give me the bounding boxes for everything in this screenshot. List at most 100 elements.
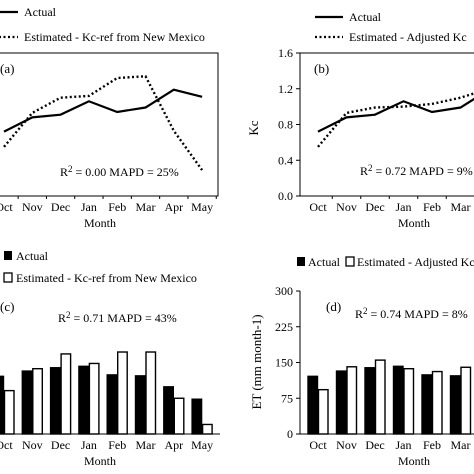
stats-annotation: R2 = 0.74 MAPD = 8% bbox=[355, 306, 468, 321]
bar-actual bbox=[134, 375, 146, 435]
panel-label: (d) bbox=[326, 299, 341, 314]
x-tick-label: Nov bbox=[336, 438, 357, 452]
legend-label: Actual bbox=[349, 10, 382, 24]
panel-a: Oct Nov Dec Jan Feb Mar Apr May Month (a) R2 = 0.0… bbox=[0, 5, 219, 230]
x-tick-label: Oct bbox=[0, 200, 13, 214]
x-tick-label: Feb bbox=[108, 200, 126, 214]
bar-estimated bbox=[60, 353, 72, 435]
x-tick-label: Nov bbox=[22, 200, 43, 214]
stats-annotation: R2 = 0.72 MAPD = 9% bbox=[360, 163, 473, 178]
bar-estimated bbox=[173, 397, 185, 435]
series-line-actual bbox=[317, 97, 474, 133]
x-tick-label: Mar bbox=[451, 438, 471, 452]
bar-actual bbox=[307, 375, 319, 435]
bar-estimated bbox=[317, 388, 329, 435]
legend-label: Actual bbox=[16, 249, 49, 263]
panel-b: 0.00.40.81.21.6KcOctNovDecJanFebMarAprMa… bbox=[246, 10, 474, 230]
legend-label: Estimated - Adjusted Kc bbox=[357, 255, 474, 269]
bar-actual bbox=[163, 386, 175, 435]
panel-label: (c) bbox=[0, 299, 14, 314]
x-tick-label: Jan bbox=[396, 200, 412, 214]
x-tick-label: Feb bbox=[423, 438, 441, 452]
x-axis-label: Month bbox=[84, 216, 116, 230]
x-tick-label: May bbox=[191, 200, 213, 214]
legend-swatch bbox=[345, 256, 355, 267]
y-axis-label: ET (mm month-1) bbox=[249, 314, 264, 409]
bar-estimated bbox=[403, 367, 415, 435]
bar-actual bbox=[0, 375, 5, 435]
x-tick-label: Oct bbox=[309, 438, 327, 452]
y-tick-label: 0.8 bbox=[278, 118, 293, 132]
stats-annotation: R2 = 0.00 MAPD = 25% bbox=[60, 164, 179, 179]
plot-frame bbox=[0, 52, 219, 197]
y-tick-label: 1.6 bbox=[278, 46, 293, 60]
x-tick-label: Feb bbox=[423, 200, 441, 214]
bar-estimated bbox=[460, 366, 472, 435]
x-tick-label: Jan bbox=[81, 438, 97, 452]
y-tick-label: 0 bbox=[287, 427, 293, 441]
bar-estimated bbox=[374, 359, 386, 435]
legend-swatch bbox=[297, 257, 305, 266]
y-tick-label: 225 bbox=[275, 320, 293, 334]
series-line-estimated bbox=[317, 92, 474, 148]
x-tick-label: Dec bbox=[365, 200, 384, 214]
bar-actual bbox=[392, 365, 404, 435]
bar-estimated bbox=[116, 351, 128, 435]
panel-d: 0 75 150 225 300 ET (mm month-1) Oct Nov Dec Jan F… bbox=[249, 255, 474, 468]
x-tick-label: Mar bbox=[136, 200, 156, 214]
bar-estimated bbox=[346, 366, 358, 435]
bar-actual bbox=[106, 374, 118, 435]
bar-actual bbox=[449, 375, 461, 435]
legend-label: Actual bbox=[308, 255, 341, 269]
y-tick-label: 0.0 bbox=[278, 189, 293, 203]
legend-swatch bbox=[4, 251, 12, 260]
x-axis-label: Month bbox=[84, 454, 116, 468]
x-tick-label: May bbox=[191, 438, 213, 452]
x-tick-label: Oct bbox=[0, 438, 13, 452]
panel-label: (b) bbox=[314, 61, 329, 76]
bar-estimated bbox=[32, 367, 43, 435]
y-axis-label: Kc bbox=[246, 120, 261, 135]
bar-actual bbox=[49, 367, 61, 435]
bar-actual bbox=[364, 367, 376, 435]
y-tick-label: 300 bbox=[275, 284, 293, 298]
y-tick-label: 75 bbox=[281, 391, 293, 405]
x-tick-label: Nov bbox=[336, 200, 357, 214]
bar-actual bbox=[191, 398, 203, 435]
bar-estimated bbox=[3, 389, 15, 435]
bar-estimated bbox=[201, 423, 213, 435]
bar-actual bbox=[78, 365, 90, 435]
x-tick-label: Mar bbox=[451, 200, 471, 214]
series-line-estimated bbox=[3, 74, 204, 171]
x-tick-label: Mar bbox=[136, 438, 156, 452]
x-tick-label: Dec bbox=[51, 200, 70, 214]
legend-label: Actual bbox=[24, 5, 57, 19]
x-tick-label: Apr bbox=[164, 200, 183, 214]
bar-actual bbox=[21, 370, 33, 435]
series-line-actual bbox=[3, 88, 203, 133]
legend-label: Estimated - Kc-ref from New Mexico bbox=[24, 30, 205, 44]
x-axis-label: Month bbox=[398, 454, 430, 468]
y-tick-label: 0.4 bbox=[278, 153, 293, 167]
y-tick-label: 1.2 bbox=[278, 82, 293, 96]
panel-c: Oct Nov Dec Jan Feb Mar Apr May Month (c) R2 = 0.7… bbox=[0, 249, 220, 468]
legend-swatch bbox=[3, 272, 13, 283]
bar-estimated bbox=[145, 351, 157, 435]
x-tick-label: Jan bbox=[81, 200, 97, 214]
bar-actual bbox=[335, 370, 347, 435]
stats-annotation: R2 = 0.71 MAPD = 43% bbox=[58, 310, 177, 325]
x-tick-label: Nov bbox=[22, 438, 43, 452]
x-tick-label: Apr bbox=[164, 438, 183, 452]
x-tick-label: Oct bbox=[309, 200, 327, 214]
x-tick-label: Dec bbox=[365, 438, 384, 452]
x-tick-label: Feb bbox=[108, 438, 126, 452]
legend-label: Estimated - Adjusted Kc bbox=[349, 30, 467, 44]
panel-label: (a) bbox=[0, 61, 14, 76]
bar-estimated bbox=[431, 370, 443, 435]
y-tick-label: 150 bbox=[275, 356, 293, 370]
legend-label: Estimated - Kc-ref from New Mexico bbox=[16, 271, 197, 285]
x-axis-label: Month bbox=[398, 216, 430, 230]
bar-estimated bbox=[88, 362, 100, 435]
x-tick-label: Jan bbox=[396, 438, 412, 452]
